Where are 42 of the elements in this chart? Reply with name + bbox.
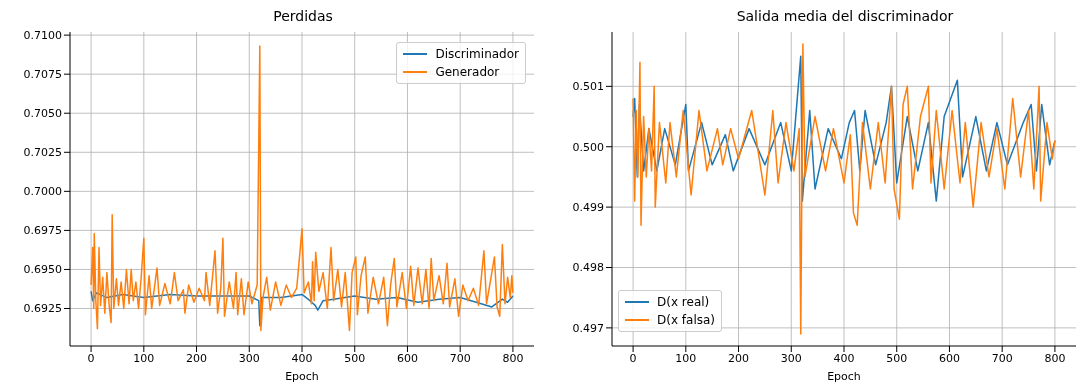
x-tick-label: 200 [728,351,750,365]
x-tick-label: 300 [780,351,802,365]
y-tick-label: 0.7075 [23,68,62,82]
y-tick-label: 0.7025 [23,146,62,160]
x-tick-label: 300 [238,351,260,365]
x-tick-label: 0 [629,351,637,365]
x-tick-label: 800 [502,351,524,365]
legend-label: D(x real) [657,294,710,311]
y-tick-label: 0.498 [572,261,604,275]
legend-label: Discriminador [435,46,519,63]
y-tick-label: 0.7050 [23,107,62,121]
y-tick-label: 0.6975 [23,224,62,238]
chart-title: Salida media del discriminador [735,8,955,26]
x-tick-label: 200 [186,351,208,365]
y-tick-label: 0.6950 [23,263,62,277]
x-tick-label: 700 [449,351,471,365]
x-tick-label: 400 [833,351,855,365]
x-tick-label: 600 [938,351,960,365]
x-tick-label: 0 [87,351,95,365]
x-tick-label: 400 [291,351,313,365]
line-series [90,290,514,327]
x-axis-title: Epoch [827,370,861,383]
x-tick-label: 100 [133,351,155,365]
y-tick-label: 0.499 [572,201,604,215]
line-series [632,55,1056,202]
x-tick-label: 600 [396,351,418,365]
x-tick-label: 100 [675,351,697,365]
y-tick-label: 0.6925 [23,302,62,316]
x-axis-title: Epoch [285,370,319,383]
legend-label: D(x falsa) [657,312,716,329]
legend-label: Generador [435,64,500,81]
y-tick-label: 0.7100 [23,29,62,43]
x-tick-label: 700 [991,351,1013,365]
x-tick-label: 800 [1044,351,1066,365]
line-series [632,43,1056,335]
y-tick-label: 0.501 [572,80,604,94]
y-tick-label: 0.497 [572,321,604,335]
y-tick-label: 0.7000 [23,185,62,199]
x-tick-label: 500 [886,351,908,365]
x-tick-label: 500 [344,351,366,365]
y-tick-label: 0.500 [572,140,604,154]
chart-title: Perdidas [272,8,334,26]
